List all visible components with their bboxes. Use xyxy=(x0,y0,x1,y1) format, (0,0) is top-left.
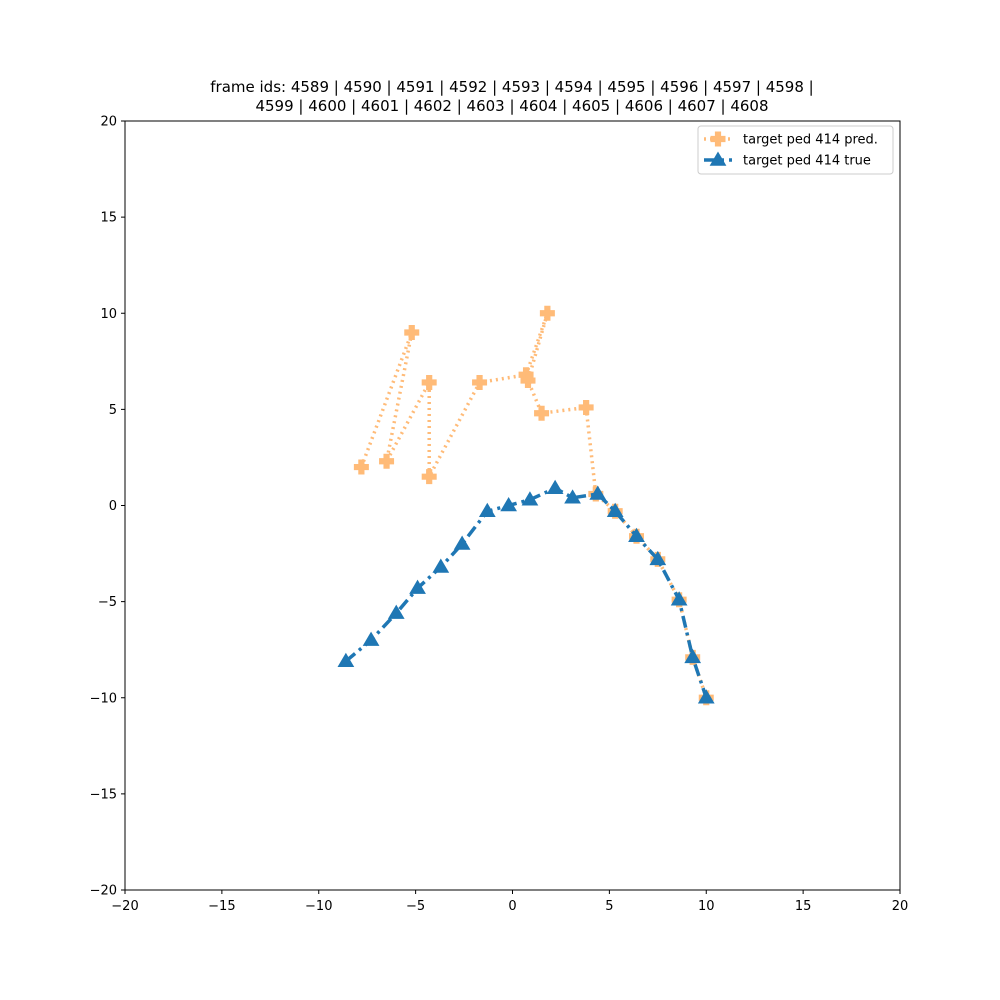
series-1-point-10 xyxy=(534,405,550,421)
series-1-point-6 xyxy=(472,374,488,390)
series-2-point-13 xyxy=(606,502,624,518)
plot-layer xyxy=(337,305,715,706)
y-tick-label: −5 xyxy=(98,595,117,610)
x-tick-label: −15 xyxy=(208,899,235,914)
series-2-point-17 xyxy=(684,648,702,664)
legend-item-1-marker xyxy=(710,131,726,147)
y-tick-label: 10 xyxy=(100,307,117,322)
series-1-line xyxy=(359,311,708,699)
series-2-point-2 xyxy=(362,631,380,646)
series-1-point-9 xyxy=(520,373,536,389)
legend: target ped 414 pred. target ped 414 true xyxy=(697,125,894,175)
legend-item-1: target ped 414 pred. xyxy=(704,131,878,148)
legend-item-2: target ped 414 true xyxy=(704,151,871,169)
series-2-point-10 xyxy=(546,479,564,494)
chart-title-line-1: frame ids: 4589 | 4590 | 4591 | 4592 | 4… xyxy=(210,78,814,96)
legend-item-1-label: target ped 414 pred. xyxy=(743,133,878,148)
series-2-point-4 xyxy=(409,579,426,594)
series-1-point-5 xyxy=(421,469,437,485)
legend-item-2-marker xyxy=(709,151,727,166)
y-tick-label: 5 xyxy=(109,403,117,418)
series-1-point-3 xyxy=(379,453,395,469)
series-1-point-4 xyxy=(421,374,437,390)
series-2-point-1 xyxy=(337,652,355,667)
series-2 xyxy=(337,479,715,704)
series-2-point-6 xyxy=(453,535,471,550)
series-2-point-5 xyxy=(432,558,450,573)
series-2-point-16 xyxy=(670,591,688,606)
y-tick-label: −15 xyxy=(90,787,117,802)
x-tick-label: 0 xyxy=(508,899,516,914)
x-tick-label: −20 xyxy=(111,899,138,914)
series-2-point-3 xyxy=(387,604,405,619)
x-tick-label: −10 xyxy=(305,899,332,914)
series-2-point-12 xyxy=(589,485,607,500)
series-2-point-11 xyxy=(564,489,581,504)
legend-box xyxy=(697,125,894,175)
series-1-point-2 xyxy=(404,324,420,340)
series-1-point-11 xyxy=(578,399,594,415)
x-tick-label: 15 xyxy=(795,899,812,914)
series-2-point-7 xyxy=(478,502,496,518)
series-2-point-8 xyxy=(500,497,517,512)
y-tick-label: −20 xyxy=(90,884,117,899)
series-1-point-1 xyxy=(353,459,369,475)
series-1 xyxy=(353,305,714,706)
x-tick-label: −5 xyxy=(406,899,425,914)
x-tick-label: 20 xyxy=(892,899,909,914)
legend-item-2-label: target ped 414 true xyxy=(743,154,871,169)
series-2-point-15 xyxy=(649,550,667,566)
x-tick-label: 10 xyxy=(698,899,715,914)
series-2-line xyxy=(344,486,708,699)
chart-title: frame ids: 4589 | 4590 | 4591 | 4592 | 4… xyxy=(0,78,1000,116)
x-tick-label: 5 xyxy=(605,899,613,914)
series-2-point-18 xyxy=(697,689,715,704)
y-tick-label: 0 xyxy=(109,499,117,514)
y-tick-label: 20 xyxy=(100,115,117,130)
series-2-point-14 xyxy=(628,527,645,543)
y-tick-label: 15 xyxy=(100,211,117,226)
chart-title-line-2: 4599 | 4600 | 4601 | 4602 | 4603 | 4604 … xyxy=(255,97,769,115)
axes-layer: −20 −15 −10 −5 0 5 10 15 20 −20 −15 −10 −5 0 5 10 15 20 xyxy=(90,115,909,915)
series-2-point-9 xyxy=(521,491,539,506)
y-tick-label: −10 xyxy=(90,691,117,706)
series-1-point-8 xyxy=(539,305,555,321)
